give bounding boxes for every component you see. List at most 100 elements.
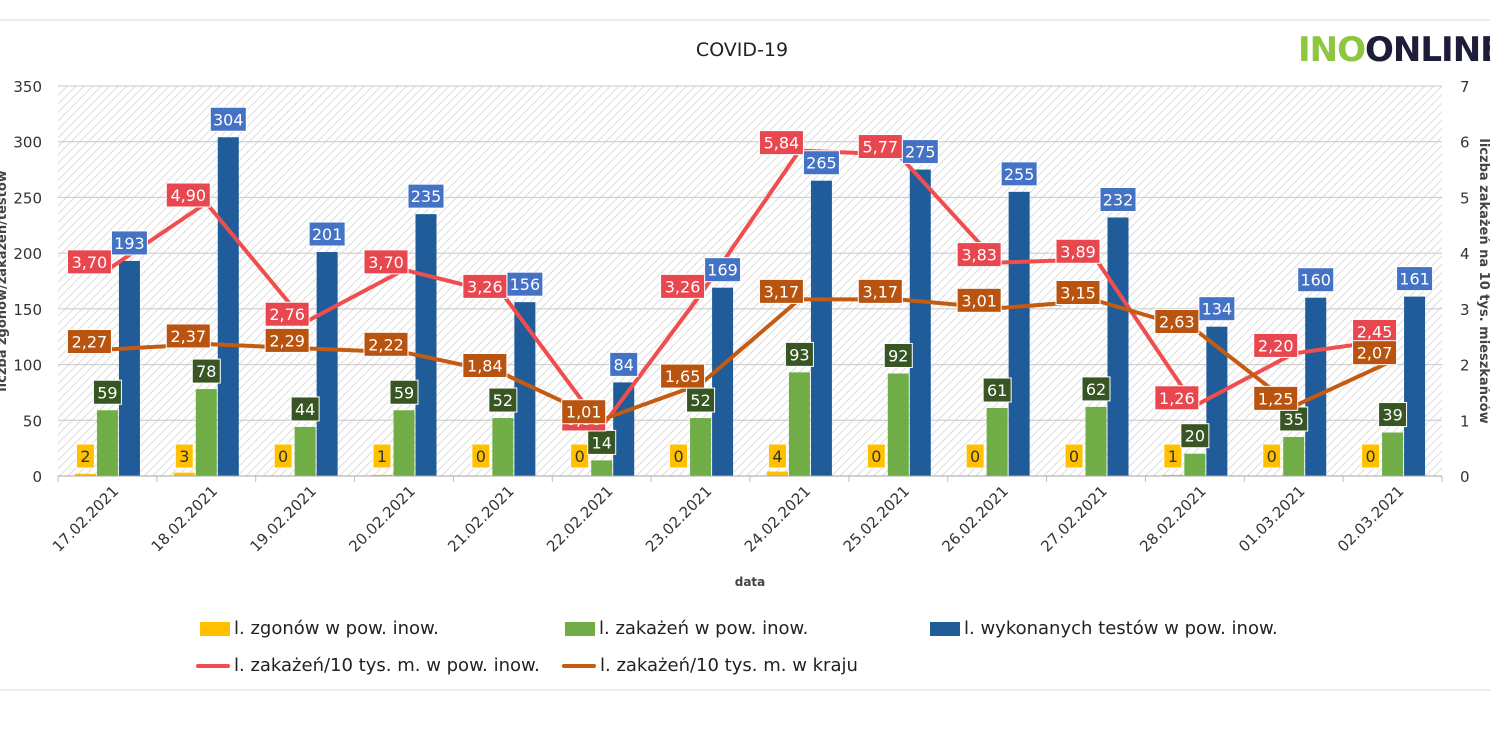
bar: [712, 287, 734, 476]
legend-item-rate-country: l. zakażeń/10 tys. m. w kraju: [562, 655, 858, 676]
data-label-bg: [372, 443, 392, 469]
data-label-bg: [1378, 402, 1408, 428]
y-tick-label: 50: [23, 412, 42, 430]
legend-swatch-rate-country: [562, 663, 596, 668]
data-label-bg: [174, 443, 194, 469]
data-label-bg: [389, 379, 419, 405]
data-label: 3,17: [764, 282, 800, 301]
data-label-bg: [110, 230, 148, 256]
data-label-bg: [1279, 406, 1309, 432]
bar: [173, 472, 195, 476]
data-label-bg: [686, 387, 716, 413]
bar: [1008, 191, 1030, 476]
data-label-bg: [660, 273, 706, 299]
x-tick-label: 27.02.2021: [1037, 482, 1110, 555]
data-label: 4,90: [170, 186, 206, 205]
data-label-bg: [1253, 332, 1299, 358]
bar: [371, 474, 393, 476]
bar: [1162, 474, 1184, 476]
x-tick-label: 21.02.2021: [444, 482, 517, 555]
data-label-bg: [1253, 385, 1299, 411]
data-label: 0: [871, 447, 881, 466]
data-label: 304: [213, 110, 244, 129]
bar: [393, 410, 415, 476]
x-tick-label: 17.02.2021: [49, 482, 122, 555]
data-label-bg: [1361, 443, 1381, 469]
bar: [96, 410, 118, 476]
chart-title: COVID-19: [696, 39, 788, 61]
data-label-bg: [802, 150, 840, 176]
data-label-bg: [866, 443, 886, 469]
y2-tick-label: 5: [1460, 189, 1470, 207]
x-tick-label: 23.02.2021: [642, 482, 715, 555]
x-tick-label: 26.02.2021: [939, 482, 1012, 555]
y2-tick-label: 0: [1460, 468, 1470, 486]
data-label: 4: [772, 447, 782, 466]
data-label-bg: [1262, 443, 1282, 469]
data-label-bg: [956, 287, 1002, 313]
data-label: 2,29: [269, 331, 305, 350]
legend-label-infections: l. zakażeń w pow. inow.: [599, 618, 809, 639]
y-tick-label: 250: [13, 189, 42, 207]
data-label-bg: [758, 130, 804, 156]
data-label: 61: [987, 381, 1007, 400]
data-label: 169: [707, 261, 738, 280]
data-label: 232: [1103, 190, 1134, 209]
bar: [909, 169, 931, 477]
y2-tick-label: 4: [1460, 245, 1470, 263]
data-label: 3,83: [961, 246, 997, 265]
bar: [766, 471, 788, 476]
data-label: 0: [1365, 447, 1375, 466]
x-tick-label: 25.02.2021: [840, 482, 913, 555]
legend-label-rate-county: l. zakażeń/10 tys. m. w pow. inow.: [234, 655, 540, 676]
legend-swatch-deaths: [200, 621, 230, 636]
bar: [118, 260, 140, 476]
data-label-bg: [66, 249, 112, 275]
data-label: 84: [614, 355, 634, 374]
y-tick-label: 350: [13, 78, 42, 96]
bar: [788, 372, 810, 476]
data-label: 235: [411, 187, 442, 206]
data-label-bg: [1154, 308, 1200, 334]
legend-item-deaths: l. zgonów w pow. inow.: [200, 618, 439, 639]
data-label-bg: [1055, 238, 1101, 264]
data-label: 0: [278, 447, 288, 466]
data-label: 3,89: [1060, 242, 1096, 261]
data-label-bg: [1198, 296, 1236, 322]
data-label: 78: [196, 362, 216, 381]
y-tick-label: 100: [13, 357, 42, 375]
bar: [1404, 296, 1426, 476]
y-tick-label: 150: [13, 301, 42, 319]
data-label-bg: [570, 443, 590, 469]
data-label: 1: [377, 447, 387, 466]
data-label: 59: [97, 383, 117, 402]
series-line: [105, 148, 1395, 429]
data-label: 20: [1185, 427, 1205, 446]
y-tick-label: 300: [13, 134, 42, 152]
bar: [1107, 217, 1129, 476]
data-label-bg: [75, 443, 95, 469]
legend-label-rate-country: l. zakażeń/10 tys. m. w kraju: [600, 655, 858, 676]
y2-tick-label: 7: [1460, 78, 1470, 96]
data-label-bg: [857, 134, 903, 160]
bar: [1283, 437, 1305, 476]
y2-tick-label: 6: [1460, 134, 1470, 152]
data-label-bg: [273, 443, 293, 469]
ino-online-logo: INOONLINE: [1298, 30, 1490, 70]
bar: [1382, 432, 1404, 476]
data-label-bg: [1099, 186, 1137, 212]
data-label: 2,45: [1357, 323, 1393, 342]
data-label: 156: [510, 275, 541, 294]
data-label-bg: [471, 443, 491, 469]
x-tick-label: 01.03.2021: [1235, 482, 1308, 555]
bar: [316, 252, 338, 476]
data-label: 2,37: [170, 327, 206, 346]
data-label-bg: [587, 429, 617, 455]
data-label-bg: [462, 273, 508, 299]
data-label: 3,26: [665, 277, 701, 296]
data-label: 3,70: [368, 253, 404, 272]
legend-item-tests: l. wykonanych testów w pow. inow.: [930, 618, 1278, 639]
data-label: 39: [1382, 406, 1402, 425]
data-label-bg: [488, 387, 518, 413]
